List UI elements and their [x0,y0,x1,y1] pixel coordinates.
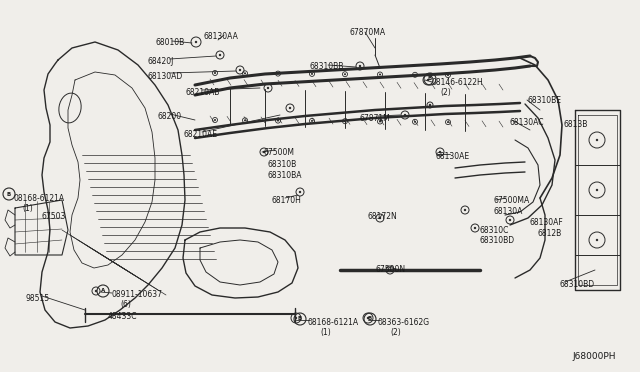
Circle shape [195,41,197,43]
Circle shape [214,119,216,121]
Text: 68010B: 68010B [155,38,184,47]
Circle shape [267,87,269,89]
Text: 6813B: 6813B [564,120,588,129]
Text: 68210AE: 68210AE [183,130,217,139]
Circle shape [219,54,221,56]
Text: 68210AB: 68210AB [185,88,220,97]
Circle shape [596,239,598,241]
Circle shape [344,73,346,75]
Text: 68200: 68200 [158,112,182,121]
Text: 68310BB: 68310BB [310,62,344,71]
Text: 48433C: 48433C [108,312,138,321]
Text: 68310BA: 68310BA [268,171,303,180]
Circle shape [427,79,429,81]
Circle shape [367,317,369,319]
Circle shape [311,120,313,122]
Text: 68130AF: 68130AF [530,218,564,227]
Text: J68000PH: J68000PH [572,352,616,361]
Text: 67870MA: 67870MA [350,28,386,37]
Text: 08363-6162G: 08363-6162G [378,318,430,327]
Circle shape [244,119,246,121]
Text: 67500MA: 67500MA [494,196,531,205]
Text: 68310BE: 68310BE [527,96,561,105]
Circle shape [379,217,381,219]
Circle shape [388,269,391,271]
Circle shape [263,151,265,153]
Circle shape [289,107,291,109]
Text: 68130A: 68130A [494,207,524,216]
Text: (2): (2) [440,88,451,97]
Text: 68420J: 68420J [148,57,174,66]
Text: (1): (1) [320,328,331,337]
Circle shape [429,104,431,106]
Text: 68310BD: 68310BD [560,280,595,289]
Text: 08911-10637: 08911-10637 [112,290,163,299]
Circle shape [214,72,216,74]
Text: 68170H: 68170H [272,196,302,205]
Text: B: B [368,317,372,321]
Text: B: B [298,317,302,321]
Text: (2): (2) [390,328,401,337]
Circle shape [439,151,441,153]
Text: 68310BD: 68310BD [479,236,514,245]
Text: (6): (6) [120,300,131,309]
Text: 68130AE: 68130AE [435,152,469,161]
Circle shape [344,120,346,122]
Text: 68310B: 68310B [268,160,297,169]
Circle shape [379,74,381,76]
Text: 67500N: 67500N [375,265,405,274]
Text: 68130AA: 68130AA [204,32,239,41]
Circle shape [95,290,97,292]
Circle shape [311,73,313,75]
Circle shape [277,120,279,122]
Circle shape [414,121,416,123]
Text: 68130AC: 68130AC [510,118,545,127]
Text: 67503: 67503 [42,212,67,221]
Text: 08146-6122H: 08146-6122H [432,78,484,87]
Text: 08168-6121A: 08168-6121A [308,318,359,327]
Text: 67871M: 67871M [360,114,391,123]
Circle shape [596,189,598,191]
Circle shape [404,114,406,116]
Circle shape [464,209,466,211]
Text: A: A [101,289,105,294]
Circle shape [244,72,246,74]
Text: B: B [7,192,11,196]
Circle shape [596,139,598,141]
Text: (1): (1) [22,204,33,213]
Circle shape [447,74,449,76]
Text: 68310C: 68310C [479,226,508,235]
Text: 6812B: 6812B [538,229,563,238]
Circle shape [359,65,361,67]
Text: 68172N: 68172N [368,212,397,221]
Circle shape [239,69,241,71]
Circle shape [447,121,449,123]
Text: 08168-6121A: 08168-6121A [14,194,65,203]
Text: 98515: 98515 [26,294,50,303]
Circle shape [299,191,301,193]
Circle shape [277,73,279,75]
Circle shape [295,317,297,319]
Circle shape [474,227,476,229]
Text: B: B [428,77,432,81]
Text: 67500M: 67500M [263,148,294,157]
Circle shape [379,121,381,122]
Circle shape [509,219,511,221]
Circle shape [414,74,416,76]
Text: 68130AD: 68130AD [148,72,183,81]
